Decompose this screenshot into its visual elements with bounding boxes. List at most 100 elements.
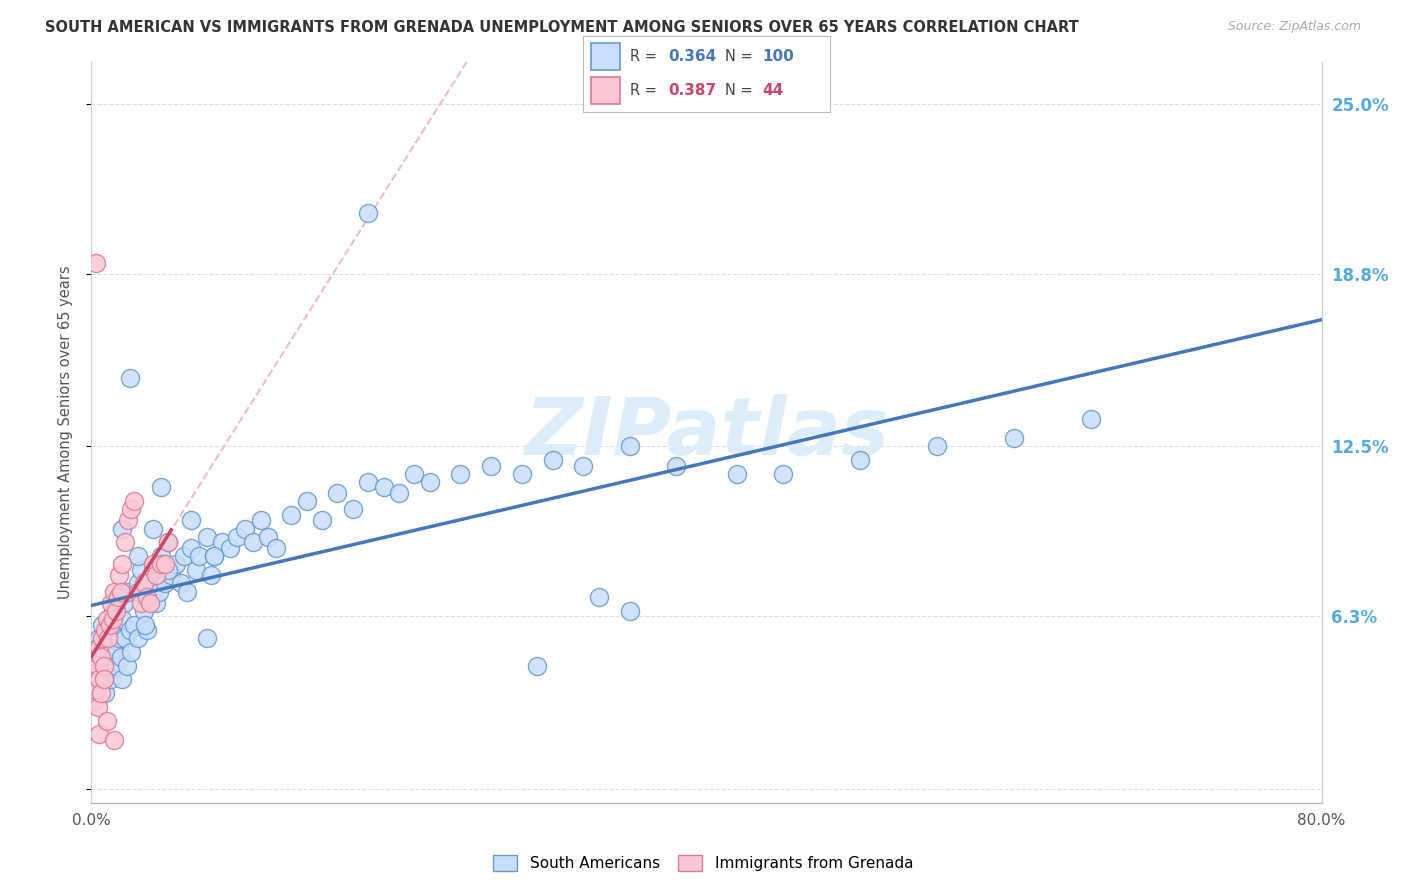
Point [111, 522, 134, 536]
Point [142, 558, 165, 572]
Point [124, 617, 146, 632]
Point [86, 699, 108, 714]
Text: 0.387: 0.387 [668, 83, 717, 98]
Point [280, 508, 302, 522]
Legend: South Americans, Immigrants from Grenada: South Americans, Immigrants from Grenada [486, 849, 920, 877]
Point [135, 590, 157, 604]
Point [98, 650, 121, 665]
Text: Source: ZipAtlas.com: Source: ZipAtlas.com [1227, 20, 1361, 33]
Point [142, 522, 165, 536]
Point [1002, 431, 1025, 445]
Point [180, 513, 202, 527]
Point [157, 535, 180, 549]
Point [242, 535, 264, 549]
Point [149, 480, 172, 494]
Point [373, 480, 395, 494]
Point [91, 617, 114, 632]
Point [111, 558, 134, 572]
Point [117, 584, 139, 599]
Point [479, 458, 502, 473]
Point [165, 558, 187, 572]
Point [101, 604, 124, 618]
Point [96, 612, 118, 626]
Point [100, 673, 122, 687]
Point [98, 617, 121, 632]
Point [111, 673, 134, 687]
Point [357, 206, 380, 220]
Point [118, 623, 141, 637]
Point [195, 632, 218, 646]
Point [195, 530, 218, 544]
Point [202, 549, 225, 563]
Point [449, 467, 471, 481]
Point [180, 541, 202, 555]
Point [83, 694, 105, 708]
Point [86, 658, 108, 673]
Text: N =: N = [725, 83, 758, 98]
Point [149, 549, 172, 563]
Point [176, 584, 198, 599]
Y-axis label: Unemployment Among Seniors over 65 years: Unemployment Among Seniors over 65 years [58, 266, 73, 599]
Point [342, 502, 364, 516]
Point [510, 467, 533, 481]
Point [404, 467, 426, 481]
Point [127, 632, 149, 646]
Point [105, 658, 127, 673]
Point [100, 596, 122, 610]
Point [120, 645, 142, 659]
Point [107, 590, 129, 604]
Point [103, 584, 125, 599]
Point [108, 568, 131, 582]
Point [114, 535, 136, 549]
Point [202, 549, 225, 563]
Point [90, 678, 112, 692]
Text: N =: N = [725, 49, 758, 63]
Point [97, 632, 120, 646]
Point [97, 612, 120, 626]
Point [87, 727, 110, 741]
Point [388, 486, 411, 500]
Point [526, 658, 548, 673]
Point [84, 650, 107, 665]
Point [105, 604, 127, 618]
Point [120, 502, 142, 516]
Point [129, 563, 152, 577]
FancyBboxPatch shape [591, 43, 620, 70]
Point [96, 667, 118, 681]
Point [96, 714, 118, 728]
Point [117, 513, 139, 527]
Point [588, 590, 610, 604]
Point [93, 673, 115, 687]
Point [110, 650, 132, 665]
Point [111, 612, 134, 626]
Point [124, 494, 146, 508]
Point [127, 584, 149, 599]
Point [94, 686, 117, 700]
Point [108, 632, 131, 646]
Text: R =: R = [630, 49, 662, 63]
Point [725, 467, 748, 481]
Point [419, 475, 441, 489]
Point [619, 439, 641, 453]
Text: R =: R = [630, 83, 662, 98]
Point [87, 673, 110, 687]
Point [619, 604, 641, 618]
Point [84, 683, 107, 698]
Point [86, 667, 108, 681]
Point [91, 632, 114, 646]
Point [103, 645, 125, 659]
Point [115, 658, 138, 673]
Point [145, 596, 167, 610]
Point [134, 590, 156, 604]
Point [139, 596, 162, 610]
Point [211, 535, 233, 549]
Point [572, 458, 595, 473]
Point [112, 596, 135, 610]
Point [134, 617, 156, 632]
Point [94, 623, 117, 637]
Point [357, 475, 380, 489]
Point [132, 604, 155, 618]
FancyBboxPatch shape [591, 77, 620, 104]
Text: ZIPatlas: ZIPatlas [524, 393, 889, 472]
Point [84, 650, 107, 665]
